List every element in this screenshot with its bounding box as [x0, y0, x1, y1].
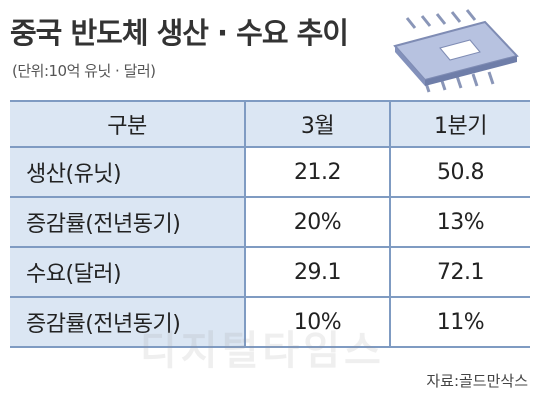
table-cell: 29.1	[244, 246, 390, 298]
chip-icon	[393, 9, 519, 93]
table-row: 수요(달러) 29.1 72.1	[10, 246, 530, 298]
table-cell: 증감률(전년동기)	[10, 196, 245, 248]
title: 중국 반도체 생산 · 수요 추이	[10, 16, 349, 50]
watermark: 디지털타임스	[140, 328, 385, 374]
table-row: 구분 3월 1분기	[10, 100, 530, 148]
table-cell: 13%	[389, 196, 530, 248]
table-cell: 1분기	[389, 100, 530, 148]
source: 자료:골드만삭스	[426, 372, 528, 390]
data-table: 구분 3월 1분기 생산(유닛) 21.2 50.8 증감률(전년동기) 20% 13% 수요(달…	[10, 100, 530, 348]
table-cell: 20%	[244, 196, 390, 248]
table-cell: 수요(달러)	[10, 246, 245, 298]
table-cell: 21.2	[244, 146, 390, 198]
table-row: 증감률(전년동기) 10% 11%	[10, 296, 530, 348]
table-body: 구분 3월 1분기 생산(유닛) 21.2 50.8 증감률(전년동기) 20% 13% 수요(달…	[10, 100, 530, 348]
table-row: 증감률(전년동기) 20% 13%	[10, 196, 530, 248]
table-cell: 50.8	[389, 146, 530, 198]
table-cell: 증감률(전년동기)	[10, 296, 245, 348]
table-cell: 72.1	[389, 246, 530, 298]
table-cell: 구분	[10, 100, 245, 148]
table-cell: 11%	[389, 296, 530, 348]
table-row: 생산(유닛) 21.2 50.8	[10, 146, 530, 198]
table-cell: 생산(유닛)	[10, 146, 245, 198]
table-cell: 3월	[244, 100, 390, 148]
subtitle: (단위:10억 유닛 · 달러)	[12, 62, 156, 80]
table-cell: 10%	[244, 296, 390, 348]
